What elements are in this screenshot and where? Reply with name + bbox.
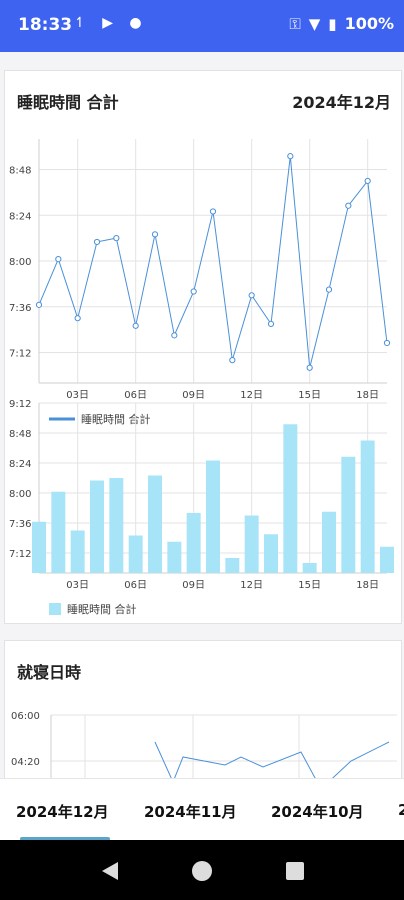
data-point (209, 208, 217, 215)
data-point (132, 322, 139, 329)
bar (264, 534, 278, 573)
series-line (38, 156, 388, 368)
y-tick-label: 8:24 (9, 211, 31, 222)
tab-2024-11[interactable]: 2024年11月 (144, 803, 237, 821)
bar (206, 460, 220, 573)
y-tick-label: 8:48 (9, 429, 31, 440)
data-point (171, 332, 178, 339)
data-point (55, 255, 62, 263)
bar (302, 563, 317, 573)
bar (225, 558, 240, 573)
status-time: 18:33 (18, 15, 73, 35)
data-point (229, 357, 236, 364)
y-tick-label: 7:12 (9, 549, 31, 560)
data-point (35, 301, 43, 308)
data-point (151, 231, 159, 238)
bar (341, 456, 356, 573)
notification-icon: ↿ (74, 15, 86, 31)
x-tick-label: 06日 (124, 390, 147, 401)
battery-icon: ▮ (328, 14, 337, 33)
series-line (154, 741, 390, 790)
bar (186, 513, 201, 573)
data-point (93, 238, 101, 246)
data-point (325, 286, 333, 293)
legend-swatch (49, 603, 61, 615)
x-tick-label: 09日 (182, 580, 205, 591)
tab-next[interactable]: 2 (398, 801, 404, 819)
legend-label: 睡眠時間 合計 (81, 412, 151, 426)
data-point (190, 288, 197, 295)
data-point (383, 339, 391, 347)
x-tick-label: 12日 (240, 390, 263, 401)
bar (70, 530, 85, 573)
status-right-icons: ⚿ ▼ ▮ 100% (289, 14, 394, 33)
tab-2024-10[interactable]: 2024年10月 (271, 803, 364, 821)
y-tick-label: 7:36 (9, 303, 31, 314)
y-tick-label: 8:00 (9, 257, 31, 268)
y-tick-label: 7:12 (9, 349, 31, 360)
bar (32, 521, 46, 573)
bar (90, 480, 104, 573)
sleep-total-card: 睡眠時間 合計 2024年12月 7:12 7:36 8:00 8:24 8:48 03日… (4, 70, 402, 624)
active-tab-indicator (20, 837, 110, 841)
status-left-icons: ↿ ▶ ● (74, 15, 142, 31)
data-point (345, 202, 352, 209)
battery-percent: 100% (344, 14, 394, 33)
data-point (74, 315, 81, 322)
bar (380, 546, 394, 573)
bar (283, 424, 298, 573)
system-nav-bar (0, 840, 404, 900)
data-point (267, 320, 275, 328)
sleep-bar-chart: 7:12 7:36 8:00 8:24 8:48 9:12 03日 06日 09日 12日 15日 1… (9, 399, 394, 616)
bar (244, 515, 259, 573)
x-tick-label: 15日 (298, 390, 321, 401)
key-icon: ⚿ (289, 14, 301, 33)
y-tick-label: 8:00 (9, 489, 31, 500)
x-tick-label: 12日 (240, 580, 263, 591)
x-tick-label: 18日 (356, 580, 379, 591)
legend-label: 睡眠時間 合計 (67, 602, 137, 616)
x-tick-label: 06日 (124, 580, 147, 591)
x-tick-label: 18日 (356, 390, 379, 401)
card-month: 2024年12月 (292, 93, 391, 112)
bar (148, 475, 162, 573)
card-title: 就寝日時 (17, 663, 82, 682)
bar (322, 511, 336, 573)
back-icon[interactable] (98, 860, 120, 882)
data-point (287, 153, 294, 160)
y-tick-label: 8:24 (9, 459, 31, 470)
data-point (248, 292, 255, 299)
location-icon: ● (129, 15, 142, 31)
x-tick-label: 15日 (298, 580, 321, 591)
y-tick-label: 9:12 (9, 399, 31, 410)
x-tick-label: 03日 (66, 580, 89, 591)
wifi-icon: ▼ (308, 14, 321, 33)
y-tick-label: 7:36 (9, 519, 31, 530)
home-icon[interactable] (191, 860, 213, 882)
bar (109, 478, 124, 573)
bar (167, 541, 182, 573)
data-point (113, 235, 120, 242)
x-tick-label: 03日 (66, 390, 89, 401)
recents-icon[interactable] (284, 860, 306, 882)
bar (51, 491, 66, 573)
tab-2024-12[interactable]: 2024年12月 (16, 803, 109, 821)
data-point (306, 364, 313, 371)
y-tick-label: 04:20 (11, 757, 40, 768)
card-title: 睡眠時間 合計 (17, 93, 119, 112)
status-bar: 18:33 ↿ ▶ ● ⚿ ▼ ▮ 100% (0, 0, 404, 52)
data-point (364, 177, 371, 185)
sleep-line-chart: 7:12 7:36 8:00 8:24 8:48 03日 06日 09日 12日 15日 18日睡眠… (9, 139, 391, 426)
play-icon: ▶ (102, 15, 113, 31)
bar (128, 535, 143, 573)
y-tick-label: 8:48 (9, 166, 31, 177)
month-tab-bar: 2024年12月 2024年11月 2024年10月 2 (0, 778, 404, 841)
x-tick-label: 09日 (182, 390, 205, 401)
bar (360, 440, 375, 573)
y-tick-label: 06:00 (11, 711, 40, 722)
